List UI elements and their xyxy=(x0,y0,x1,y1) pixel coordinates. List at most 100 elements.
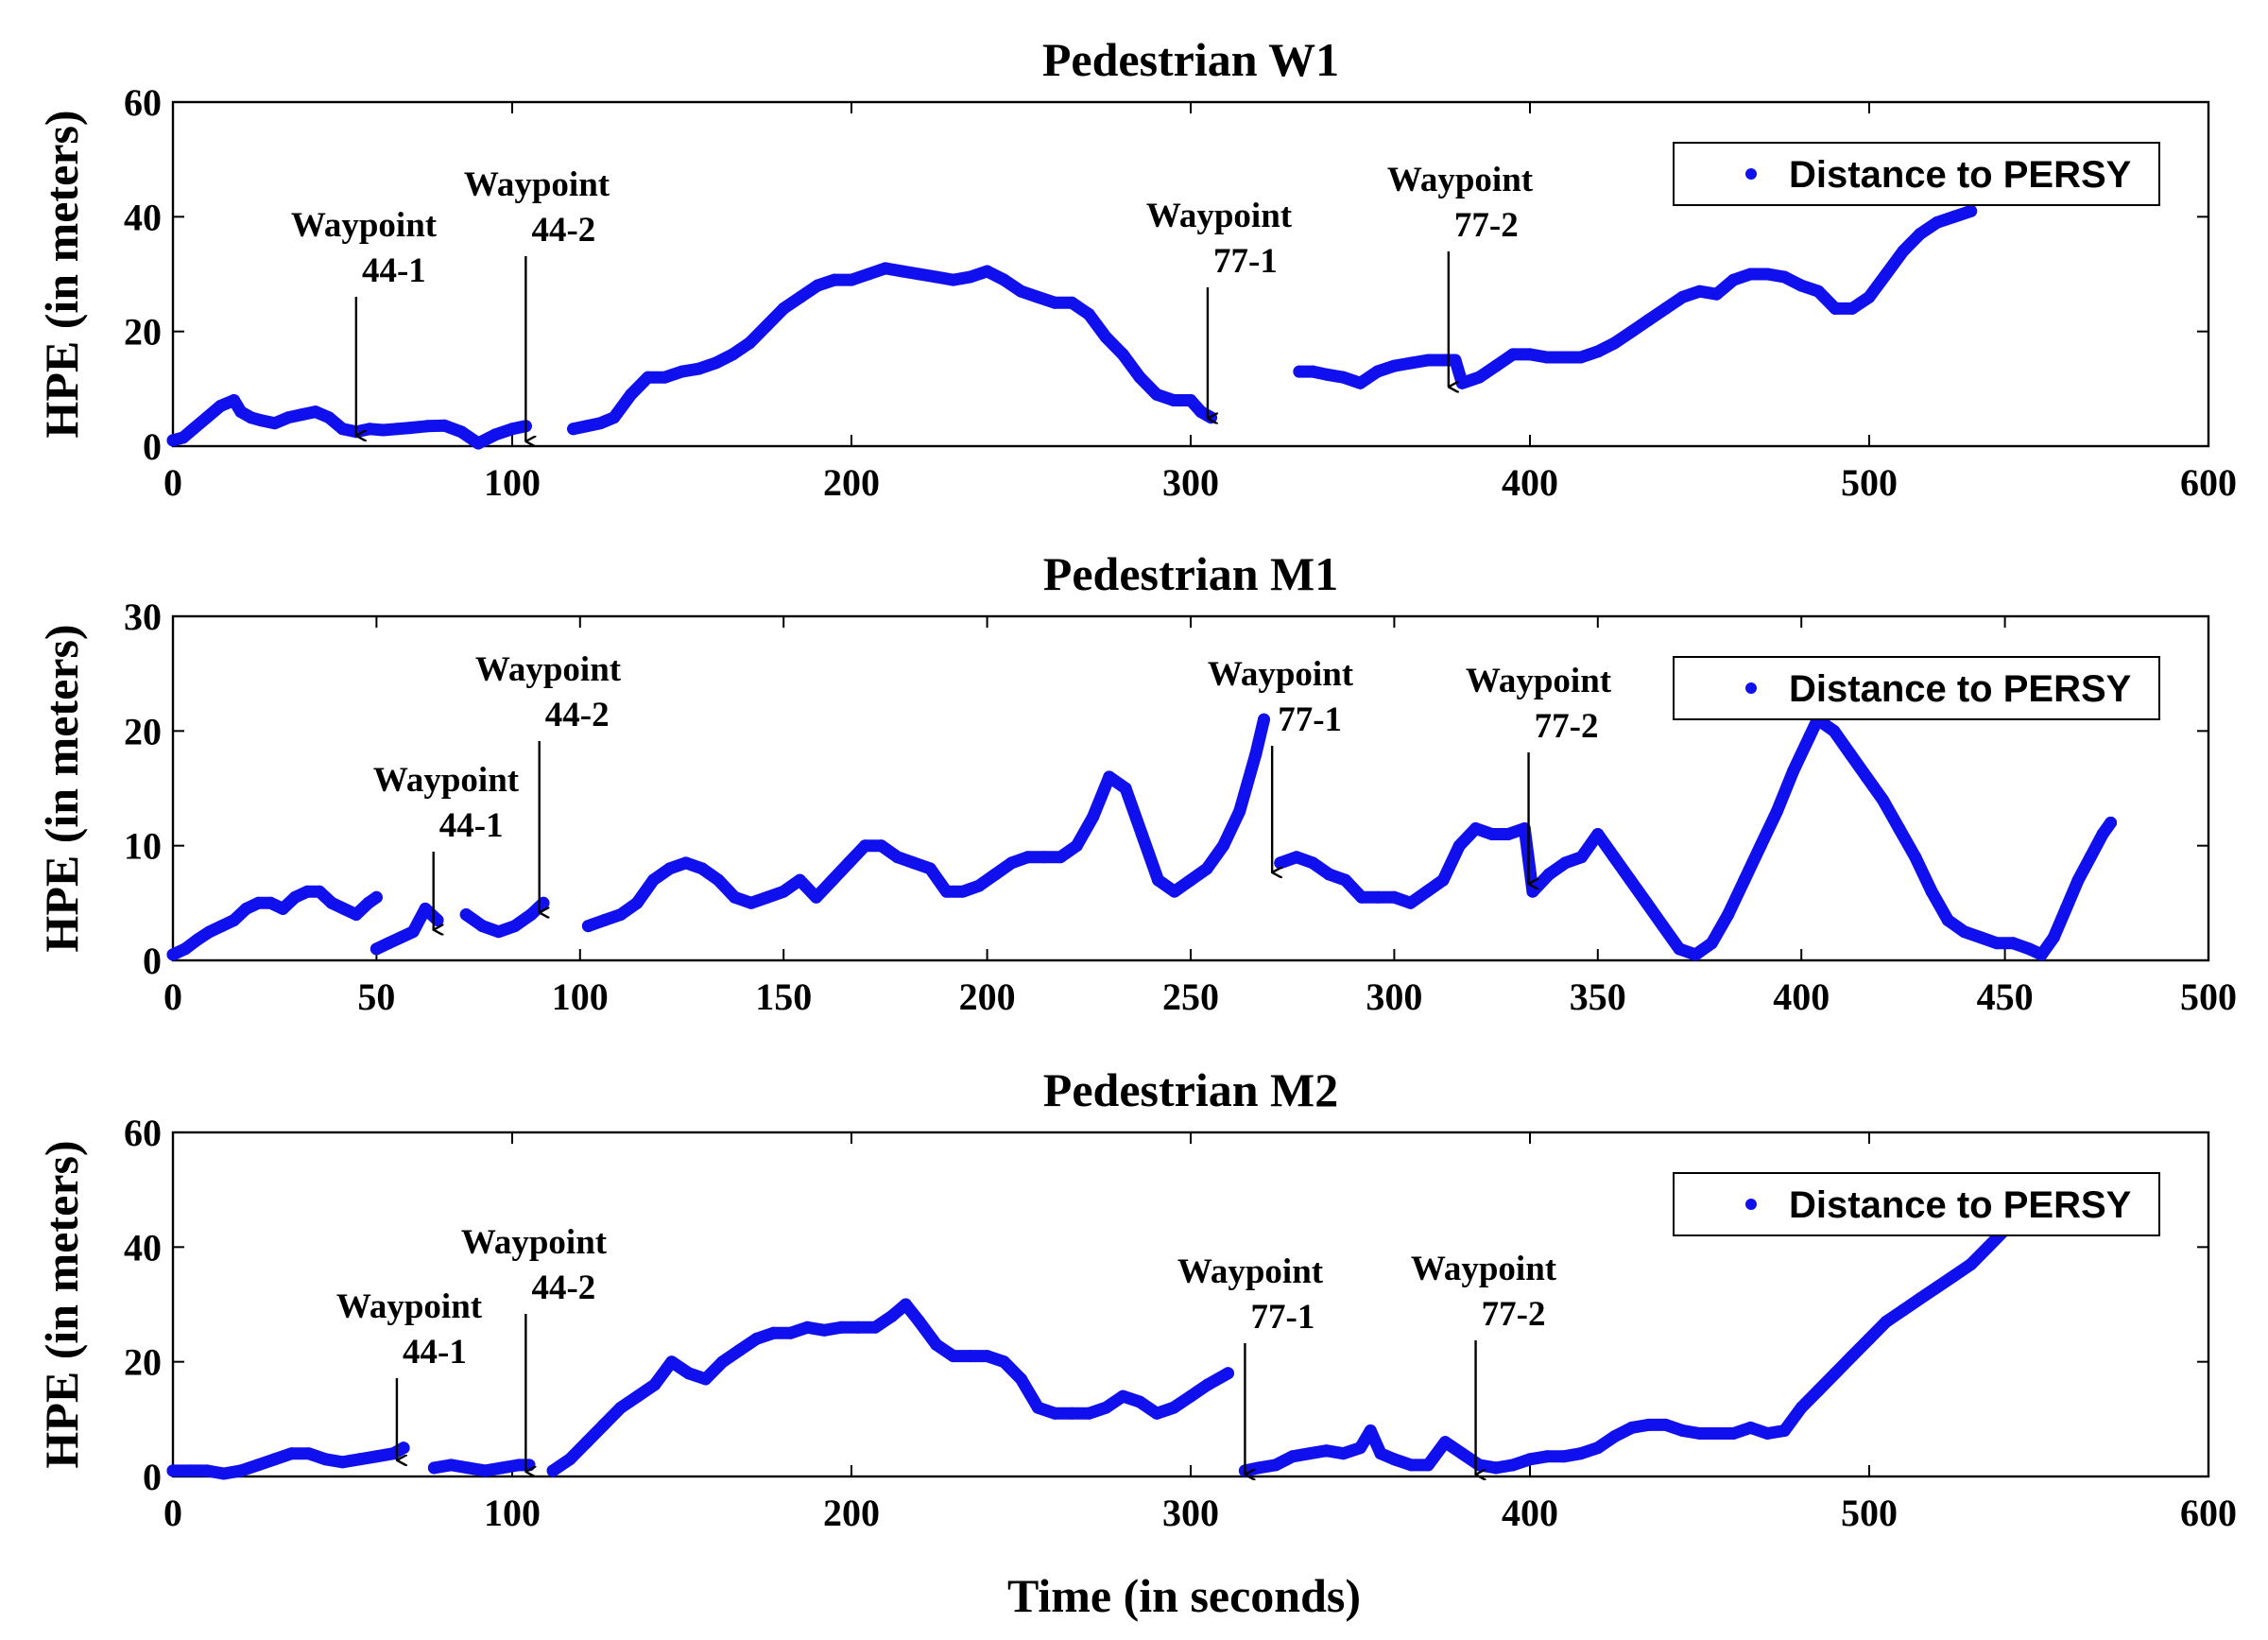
y-tick-label: 20 xyxy=(124,311,162,354)
data-point xyxy=(1502,828,1515,840)
data-point xyxy=(1005,856,1018,870)
data-point xyxy=(1320,368,1333,381)
data-point xyxy=(1914,1292,1927,1305)
data-point xyxy=(630,896,644,909)
data-point xyxy=(676,365,688,378)
data-point xyxy=(438,419,451,432)
data-point xyxy=(1099,1401,1112,1414)
waypoint-id: 44-1 xyxy=(439,806,504,845)
data-series-1 xyxy=(166,1441,410,1480)
data-point xyxy=(1320,1444,1333,1458)
data-point xyxy=(1591,828,1605,840)
data-point xyxy=(1803,730,1816,743)
data-point xyxy=(2035,948,2048,961)
data-point xyxy=(1948,210,1961,223)
data-point xyxy=(981,1350,994,1363)
data-point xyxy=(2022,942,2036,956)
data-point xyxy=(459,908,472,921)
data-point xyxy=(215,920,229,933)
x-tick-label: 150 xyxy=(755,975,812,1018)
data-point xyxy=(761,890,774,904)
y-axis-label: HPE (in meters) xyxy=(35,624,88,952)
data-point xyxy=(810,890,823,904)
data-point xyxy=(1421,354,1435,367)
data-point xyxy=(899,1298,912,1311)
data-point xyxy=(1133,371,1146,384)
x-tick-label: 200 xyxy=(823,461,880,504)
data-point xyxy=(377,423,390,437)
data-point xyxy=(642,371,655,384)
x-tick-label: 350 xyxy=(1570,975,1626,1018)
data-point xyxy=(336,1456,349,1469)
data-point xyxy=(1087,810,1100,823)
data-point xyxy=(682,1367,696,1380)
data-point xyxy=(947,1350,960,1363)
data-point xyxy=(1689,948,1702,961)
data-point xyxy=(988,868,1002,881)
data-series-3 xyxy=(546,1298,1234,1477)
data-point xyxy=(1135,828,1148,840)
data-point xyxy=(1812,285,1825,298)
data-point xyxy=(1420,885,1434,898)
data-point xyxy=(709,356,722,370)
data-point xyxy=(2096,828,2109,840)
data-point xyxy=(726,348,739,361)
data-point xyxy=(1506,348,1520,361)
data-point xyxy=(1523,348,1537,361)
data-point xyxy=(1374,1447,1387,1460)
waypoint-id: 77-2 xyxy=(1535,707,1599,746)
data-point xyxy=(777,302,790,315)
x-tick-label: 400 xyxy=(1502,461,1558,504)
data-point xyxy=(1258,713,1270,726)
data-point xyxy=(1337,1447,1349,1460)
data-point xyxy=(1119,782,1132,795)
data-point xyxy=(1710,287,1723,301)
data-point xyxy=(699,1372,713,1386)
waypoint-label: Waypoint xyxy=(461,1223,608,1262)
data-point xyxy=(427,1461,440,1475)
data-point xyxy=(309,406,322,419)
y-tick-label: 10 xyxy=(124,825,162,868)
data-point xyxy=(268,1453,282,1466)
data-point xyxy=(524,908,538,921)
data-point xyxy=(1931,1281,1944,1294)
data-point xyxy=(1642,1418,1656,1431)
series-trace xyxy=(1274,713,2118,961)
data-point xyxy=(1897,245,1910,258)
data-point xyxy=(930,270,943,284)
data-point xyxy=(1452,839,1466,853)
data-point xyxy=(187,423,199,436)
data-point xyxy=(1608,337,1622,350)
data-series-2 xyxy=(427,1459,536,1477)
data-point xyxy=(696,862,709,875)
data-point xyxy=(1880,1315,1893,1328)
data-point xyxy=(1082,308,1095,320)
data-point xyxy=(1031,290,1044,303)
data-point xyxy=(896,265,909,278)
data-point xyxy=(665,1355,679,1369)
data-point xyxy=(1306,856,1319,870)
data-point xyxy=(1371,890,1384,904)
data-point xyxy=(998,273,1010,286)
data-point xyxy=(166,434,180,447)
data-point xyxy=(1557,351,1571,364)
data-point xyxy=(750,1332,763,1345)
data-point xyxy=(1965,204,1978,217)
data-point xyxy=(800,1321,814,1334)
y-axis-label: HPE (in meters) xyxy=(35,1140,88,1468)
data-point xyxy=(217,1467,231,1480)
data-point xyxy=(851,1321,865,1334)
data-point xyxy=(1738,873,1751,887)
x-tick-label: 400 xyxy=(1502,1492,1558,1534)
data-point xyxy=(461,1461,474,1475)
data-point xyxy=(1339,873,1352,887)
data-point xyxy=(2047,931,2060,944)
data-point xyxy=(1167,394,1180,406)
data-point xyxy=(597,1418,610,1431)
data-point xyxy=(302,1447,316,1460)
legend-marker xyxy=(1745,682,1757,694)
data-point xyxy=(1184,394,1197,406)
data-point xyxy=(200,411,214,424)
data-point xyxy=(1659,302,1673,315)
data-point xyxy=(716,1355,730,1369)
